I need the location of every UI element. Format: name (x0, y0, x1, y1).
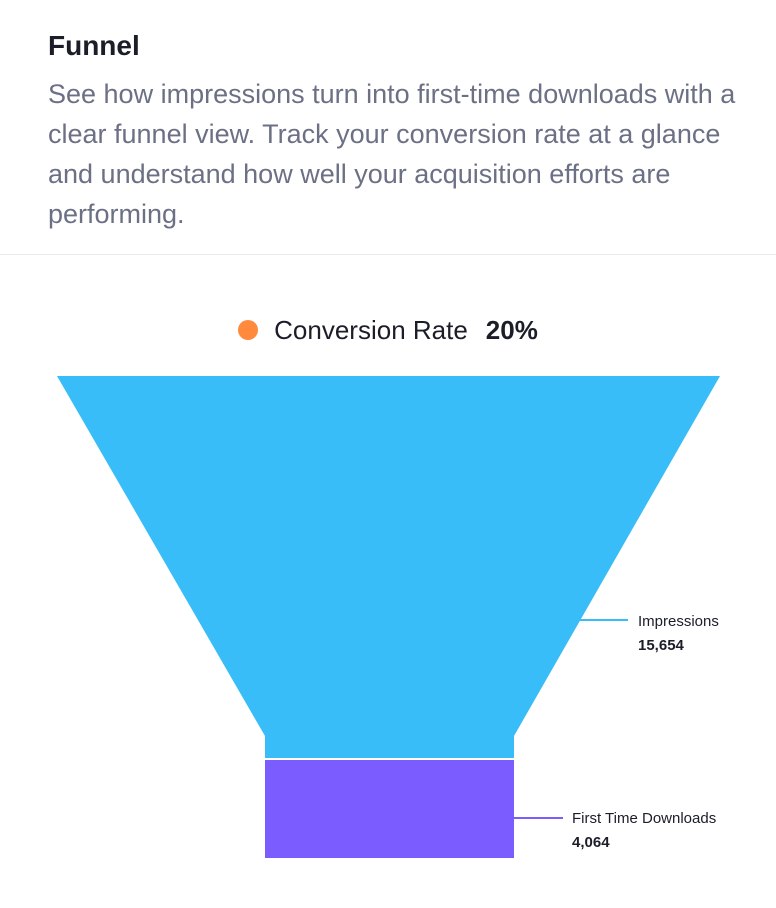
stage-label-impressions: Impressions (638, 613, 719, 630)
legend-label: Conversion Rate (274, 314, 468, 345)
stage-value-first-time-downloads: 4,064 (572, 834, 610, 851)
funnel-stage-impressions (57, 376, 720, 758)
conversion-rate-value: 20% (485, 314, 538, 345)
legend: Conversion Rate 20% (0, 310, 776, 350)
chart-area: Conversion Rate 20% Impressions 15,654 F… (0, 256, 776, 908)
funnel-stage-first-time-downloads (265, 760, 514, 858)
funnel-chart: Impressions 15,654 First Time Downloads … (57, 376, 720, 858)
chart-title: Funnel (48, 30, 140, 61)
stage-label-first-time-downloads: First Time Downloads (572, 810, 716, 827)
chart-description: See how impressions turn into first-time… (48, 79, 736, 229)
card-header: Funnel See how impressions turn into fir… (0, 0, 776, 255)
stage-value-impressions: 15,654 (638, 637, 685, 654)
legend-dot-icon (238, 320, 259, 340)
